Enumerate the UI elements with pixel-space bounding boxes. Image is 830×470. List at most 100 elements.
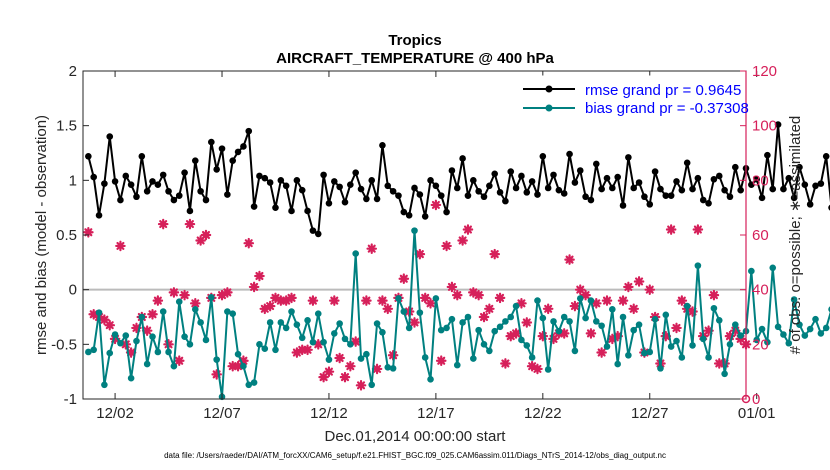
bias-point bbox=[395, 295, 402, 302]
rmse-point bbox=[673, 178, 680, 185]
rmse-point bbox=[550, 171, 557, 179]
legend-bias-marker bbox=[545, 104, 553, 112]
bias-point bbox=[175, 298, 183, 305]
rmse-point bbox=[667, 192, 675, 199]
bias-point bbox=[523, 342, 531, 349]
bias-point bbox=[486, 347, 493, 355]
obs-assimilated-marker bbox=[270, 292, 281, 304]
bias-point bbox=[127, 374, 135, 382]
bias-point bbox=[753, 336, 760, 344]
obs-assimilated-marker bbox=[318, 371, 329, 383]
obs-assimilated-marker bbox=[248, 281, 260, 293]
obs-assimilated-marker bbox=[462, 224, 474, 235]
bias-point bbox=[566, 318, 573, 325]
obs-assimilated-marker bbox=[478, 311, 490, 323]
rmse-point bbox=[614, 173, 621, 181]
rmse-point bbox=[347, 181, 354, 189]
obs-assimilated-marker bbox=[526, 360, 538, 372]
obs-assimilated-marker bbox=[430, 199, 442, 211]
bias-point bbox=[544, 366, 552, 373]
x-axis-label: Dec.01,2014 00:00:00 start bbox=[325, 428, 507, 445]
bias-point bbox=[507, 313, 515, 321]
rmse-point bbox=[496, 189, 504, 196]
rmse-point bbox=[143, 187, 151, 195]
x-tick-label: 12/12 bbox=[310, 405, 348, 422]
bias-point bbox=[683, 302, 691, 310]
rmse-point bbox=[566, 150, 573, 158]
obs-assimilated-marker bbox=[200, 229, 212, 241]
rmse-point bbox=[507, 168, 515, 175]
rmse-point bbox=[619, 202, 627, 209]
bias-point bbox=[635, 321, 643, 328]
bias-point bbox=[550, 318, 557, 325]
bias-point bbox=[689, 342, 696, 349]
rmse-point bbox=[341, 198, 349, 206]
bias-point bbox=[518, 336, 525, 344]
bias-point bbox=[229, 310, 237, 318]
bias-point bbox=[630, 326, 638, 334]
obs-assimilated-marker bbox=[719, 358, 730, 369]
rmse-point bbox=[801, 181, 809, 189]
bias-point bbox=[758, 325, 766, 333]
bias-point bbox=[320, 338, 327, 346]
obs-assimilated-marker bbox=[355, 380, 367, 391]
obs-assimilated-marker bbox=[345, 360, 356, 372]
obs-assimilated-marker bbox=[730, 325, 741, 336]
rmse-point bbox=[373, 195, 381, 203]
bias-point bbox=[143, 360, 151, 368]
bias-series bbox=[85, 227, 830, 401]
rmse-point bbox=[571, 179, 579, 186]
bias-point bbox=[250, 379, 258, 386]
bias-point bbox=[812, 315, 819, 323]
rmse-point bbox=[769, 185, 777, 193]
rmse-point bbox=[421, 213, 429, 220]
x-tick-label: 12/22 bbox=[524, 405, 562, 422]
bias-point bbox=[357, 355, 365, 362]
rmse-point bbox=[512, 184, 520, 192]
obs-assimilated-marker bbox=[291, 347, 303, 358]
obs-assimilated-marker bbox=[377, 295, 388, 306]
bias-point bbox=[667, 343, 675, 350]
bias-point bbox=[512, 302, 520, 310]
rmse-point bbox=[721, 186, 728, 194]
rmse-point bbox=[758, 194, 766, 202]
bias-point bbox=[806, 325, 814, 333]
obs-assimilated-marker bbox=[585, 328, 597, 339]
obs-assimilated-marker bbox=[612, 330, 623, 342]
bias-point bbox=[432, 295, 440, 302]
rmse-point bbox=[683, 159, 691, 167]
rmse-point bbox=[470, 177, 477, 184]
bias-point bbox=[726, 341, 734, 348]
obs-assimilated-marker bbox=[238, 355, 249, 367]
chart-title: Tropics bbox=[388, 32, 441, 49]
bias-point bbox=[603, 343, 611, 350]
rmse-point bbox=[780, 185, 787, 193]
rmse-point bbox=[582, 193, 589, 201]
y2-tick-label: 0 bbox=[752, 391, 760, 408]
bias-point bbox=[646, 348, 654, 356]
rmse-point bbox=[352, 169, 359, 176]
bias-point bbox=[705, 354, 712, 361]
y-tick-label: 0.5 bbox=[56, 227, 77, 244]
obs-assimilated-marker bbox=[564, 254, 575, 265]
rmse-point bbox=[357, 185, 365, 193]
rmse-point bbox=[453, 184, 461, 192]
bias-point bbox=[502, 318, 509, 325]
obs-assimilated-marker bbox=[163, 339, 174, 350]
obs-assimilated-marker bbox=[302, 344, 313, 356]
rmse-point bbox=[459, 155, 466, 162]
obs-assimilated-marker bbox=[361, 295, 372, 306]
bias-point bbox=[122, 332, 130, 339]
obs-assimilated-marker bbox=[633, 276, 645, 287]
obs-assimilated-marker bbox=[179, 289, 190, 301]
bias-point bbox=[314, 310, 322, 318]
bias-point bbox=[256, 341, 263, 348]
obs-assimilated-marker bbox=[275, 295, 287, 306]
obs-assimilated-marker bbox=[473, 289, 484, 301]
bias-point bbox=[571, 347, 579, 355]
obs-assimilated-marker bbox=[280, 295, 292, 306]
axis-ticks: 12/02 12/07 12/12 12/17 12/22 12/27 01/01 -1 -0.… bbox=[51, 63, 777, 422]
obs-assimilated-marker bbox=[713, 358, 725, 369]
rmse-point bbox=[240, 143, 247, 150]
